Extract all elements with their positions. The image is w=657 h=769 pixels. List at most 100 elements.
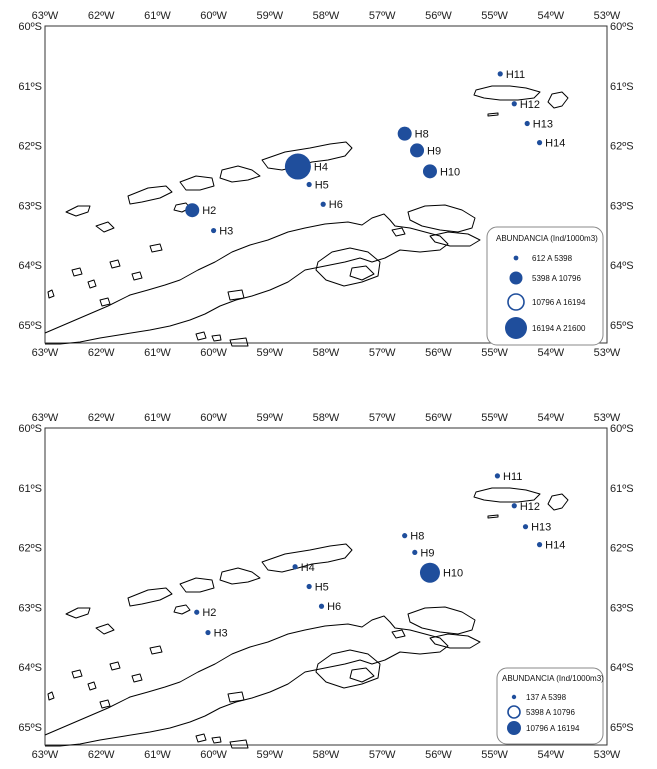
legend-symbol <box>509 271 523 285</box>
lat-tick-label: 60ºS <box>610 21 634 33</box>
legend-label: 10796 A 16194 <box>532 298 586 307</box>
lat-tick-label: 62ºS <box>18 141 42 153</box>
lon-labels-bottom: 63ºW 62ºW 61ºW 60ºW 59ºW 58ºW 57ºW 56ºW 55ºW 54ºW… <box>32 347 621 359</box>
station-label: H8 <box>410 531 424 543</box>
station-label: H9 <box>420 547 434 559</box>
lon-tick-label: 58ºW <box>313 749 340 761</box>
lon-tick-label: 60ºW <box>200 10 227 22</box>
legend-label: 137 A 5398 <box>526 693 567 702</box>
station-marker-h2 <box>185 203 200 218</box>
lat-tick-label: 60ºS <box>18 21 42 33</box>
station-label: H14 <box>545 540 565 552</box>
lon-tick-label: 54ºW <box>537 347 564 359</box>
map-frame <box>44 25 608 344</box>
lon-tick-label: 58ºW <box>313 412 340 424</box>
legend-title: ABUNDANCIA (Ind/1000m3) <box>496 234 598 243</box>
station-marker-h11 <box>494 473 501 479</box>
lon-tick-label: 53ºW <box>594 412 621 424</box>
lon-tick-label: 56ºW <box>425 10 452 22</box>
station-marker-h9 <box>410 143 425 158</box>
lat-tick-label: 60ºS <box>610 423 634 435</box>
station-marker-h5 <box>306 181 312 188</box>
lon-tick-label: 56ºW <box>425 412 452 424</box>
station-marker-h4 <box>292 564 298 570</box>
legend-symbol <box>507 705 521 719</box>
station-marker-h14 <box>536 542 543 548</box>
station-label: H2 <box>202 607 216 619</box>
legend-label: 612 A 5398 <box>532 254 573 263</box>
lon-tick-label: 57ºW <box>369 412 396 424</box>
station-marker-h2 <box>194 609 200 615</box>
station-label: H10 <box>440 166 460 178</box>
lat-tick-label: 64ºS <box>18 260 42 272</box>
station-marker-h11 <box>497 71 503 77</box>
station-label: H11 <box>503 471 522 483</box>
lat-tick-label: 61ºS <box>610 483 634 495</box>
legend-symbol <box>507 721 521 735</box>
lon-tick-label: 59ºW <box>256 749 283 761</box>
lat-tick-label: 61ºS <box>18 483 42 495</box>
lat-labels-left: 60ºS 61ºS 62ºS 63ºS 64ºS 65ºS <box>18 423 42 734</box>
lat-tick-label: 64ºS <box>610 662 634 674</box>
lat-tick-label: 61ºS <box>610 81 634 93</box>
lon-tick-label: 56ºW <box>425 749 452 761</box>
lon-tick-label: 61ºW <box>144 10 171 22</box>
lat-tick-label: 63ºS <box>18 602 42 614</box>
station-marker-h3 <box>205 629 211 636</box>
lon-tick-label: 63ºW <box>32 10 59 22</box>
lon-tick-label: 60ºW <box>200 749 227 761</box>
station-label: H10 <box>443 568 463 580</box>
station-label: H9 <box>427 145 441 157</box>
station-marker-h14 <box>536 140 543 146</box>
coastline <box>44 487 569 749</box>
legend: ABUNDANCIA (Ind/1000m3) 612 A 5398 5398 A… <box>486 226 604 346</box>
lat-labels-right: 60ºS 61ºS 62ºS 63ºS 64ºS 65ºS <box>610 21 634 332</box>
lon-tick-label: 63ºW <box>32 749 59 761</box>
station-label: H12 <box>520 99 540 111</box>
lat-labels-right: 60ºS 61ºS 62ºS 63ºS 64ºS 65ºS <box>610 423 634 734</box>
station-marker-h8 <box>402 533 408 539</box>
legend-items: 612 A 5398 5398 A 10796 10796 A 16194 16194… <box>505 254 586 339</box>
lat-tick-label: 62ºS <box>610 141 634 153</box>
lon-tick-label: 58ºW <box>313 347 340 359</box>
lat-tick-label: 63ºS <box>610 200 634 212</box>
lon-labels-top: 63ºW 62ºW 61ºW 60ºW 59ºW 58ºW 57ºW 56ºW 55ºW 54ºW… <box>32 412 621 424</box>
lon-tick-label: 61ºW <box>144 749 171 761</box>
station-marker-h10 <box>419 562 440 583</box>
lon-tick-label: 57ºW <box>369 347 396 359</box>
lat-tick-label: 62ºS <box>18 543 42 555</box>
lat-tick-label: 64ºS <box>18 662 42 674</box>
lon-tick-label: 60ºW <box>200 412 227 424</box>
legend-label: 10796 A 16194 <box>526 724 580 733</box>
lon-tick-label: 53ºW <box>594 347 621 359</box>
lon-tick-label: 61ºW <box>144 412 171 424</box>
lon-tick-label: 62ºW <box>88 749 115 761</box>
legend-items: 137 A 5398 5398 A 10796 10796 A 16194 <box>507 693 580 735</box>
station-marker-h9 <box>412 549 418 556</box>
lon-tick-label: 55ºW <box>481 412 508 424</box>
lat-tick-label: 65ºS <box>610 722 634 734</box>
station-label: H5 <box>315 180 329 192</box>
station-marker-h6 <box>318 603 325 609</box>
station-marker-h5 <box>306 583 312 590</box>
legend-label: 5398 A 10796 <box>532 274 581 283</box>
lon-tick-label: 62ºW <box>88 347 115 359</box>
legend-label: 16194 A 21600 <box>532 324 586 333</box>
lon-tick-label: 63ºW <box>32 412 59 424</box>
map-frame <box>44 427 608 746</box>
lon-labels-bottom: 63ºW 62ºW 61ºW 60ºW 59ºW 58ºW 57ºW 56ºW 55ºW 54ºW… <box>32 749 621 761</box>
station-label: H4 <box>314 162 328 174</box>
lon-tick-label: 55ºW <box>481 347 508 359</box>
lon-tick-label: 62ºW <box>88 412 115 424</box>
station-label: H5 <box>315 582 329 594</box>
lat-tick-label: 65ºS <box>18 320 42 332</box>
station-label: H12 <box>520 501 540 513</box>
lat-labels-left: 60ºS 61ºS 62ºS 63ºS 64ºS 65ºS <box>18 21 42 332</box>
lon-tick-label: 53ºW <box>594 10 621 22</box>
legend: ABUNDANCIA (Ind/1000m3) 137 A 5398 5398 A… <box>496 667 604 745</box>
lon-tick-label: 57ºW <box>369 749 396 761</box>
station-marker-h8 <box>397 126 412 141</box>
